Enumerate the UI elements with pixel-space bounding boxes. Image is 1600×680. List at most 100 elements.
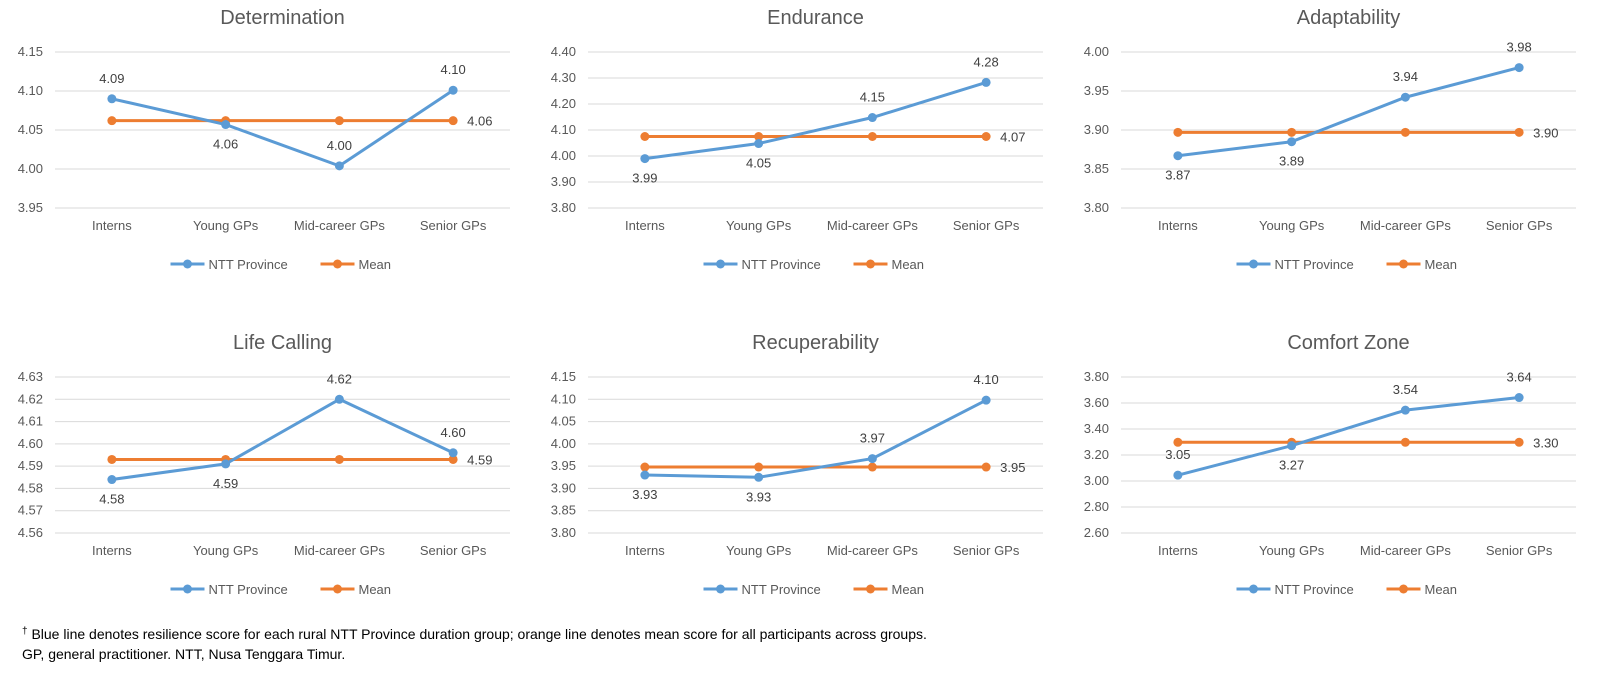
y-tick-label: 4.10 [551,391,576,406]
data-point [640,132,650,141]
legend-marker [866,584,875,594]
y-tick-label: 4.00 [551,148,576,163]
data-point [981,462,991,472]
y-tick-label: 3.80 [551,200,576,215]
x-tick-label: Young GPs [193,218,259,233]
y-tick-label: 4.00 [551,436,576,451]
legend-label: NTT Province [209,257,288,272]
chart-svg: Adaptability 3.80 3.85 3.90 3.95 4.00 Interns Y… [1084,7,1576,272]
y-tick-label: 3.60 [1084,395,1109,410]
data-label: 3.95 [1000,460,1025,475]
y-tick-label: 3.90 [1084,122,1109,137]
dagger-mark: † [22,626,28,637]
data-label: 3.89 [1279,154,1304,169]
x-tick-label: Interns [92,218,132,233]
y-tick-label: 4.62 [18,391,43,406]
chart-panel-recuperability: Recuperability 3.80 3.85 3.90 3.95 4.00 4.05 4.… [533,325,1066,635]
data-point [221,459,231,469]
y-tick-label: 4.15 [551,369,576,384]
x-tick-label: Young GPs [1259,543,1325,558]
chart-grid: Determination 3.95 4.00 4.05 4.10 4.15 Interns… [0,0,1576,597]
legend-marker [716,584,725,594]
y-tick-label: 4.05 [551,414,576,429]
data-point [1400,405,1410,415]
y-tick-label: 3.85 [551,503,576,518]
y-tick-label: 4.10 [18,83,43,98]
x-tick-label: Young GPs [193,543,259,558]
data-point [1514,437,1524,447]
data-label: 4.60 [440,425,465,440]
legend-label: Mean [359,582,392,597]
data-point [867,462,877,472]
series-line-ntt-province [644,398,987,479]
y-tick-label: 4.40 [551,44,576,59]
data-point [754,472,764,482]
data-label: 4.00 [327,138,352,153]
legend-label: Mean [1425,582,1458,597]
data-point [334,116,344,126]
y-tick-label: 4.57 [18,503,43,518]
data-point [334,161,344,171]
legend-marker [716,259,725,269]
data-label: 4.09 [99,71,124,86]
data-point [1287,441,1297,451]
data-point [1400,127,1410,137]
x-tick-label: Interns [92,543,132,558]
data-label: 3.97 [860,431,885,446]
y-tick-label: 3.95 [551,458,576,473]
data-label: 3.64 [1506,370,1531,385]
data-label: 3.05 [1165,447,1190,462]
chart-panel-endurance: Endurance 3.80 3.90 4.00 4.10 4.20 4.30 4.40 Int… [533,0,1066,310]
y-tick-label: 3.95 [18,200,43,215]
data-point [1287,127,1297,137]
x-tick-label: Mid-career GPs [294,543,386,558]
data-label: 4.15 [860,90,885,105]
y-tick-label: 4.56 [18,525,43,540]
data-label: 3.90 [1533,125,1558,140]
data-point [754,132,764,141]
data-point [1287,137,1297,147]
data-label: 3.54 [1393,382,1418,397]
data-point [867,454,877,464]
data-label: 4.62 [327,371,352,386]
chart-svg: Determination 3.95 4.00 4.05 4.10 4.15 Interns… [18,7,510,272]
y-tick-label: 3.40 [1084,421,1109,436]
y-tick-label: 2.60 [1084,525,1109,540]
data-point [981,395,991,405]
data-point [1514,63,1524,73]
data-point [107,94,117,104]
data-point [334,394,344,404]
chart-svg: Comfort Zone 2.60 2.80 3.00 3.20 3.40 3.60 3.80… [1084,332,1576,597]
x-tick-label: Young GPs [726,543,792,558]
x-tick-label: Interns [625,218,665,233]
legend-label: NTT Province [1275,582,1354,597]
chart-title: Life Calling [233,332,332,354]
data-point [448,85,458,95]
footnote-text-1: Blue line denotes resilience score for e… [27,626,927,642]
data-label: 4.58 [99,492,124,507]
data-point [1400,437,1410,447]
series-line-ntt-province [644,80,987,161]
x-tick-label: Senior GPs [420,543,487,558]
y-tick-label: 3.95 [1084,83,1109,98]
legend-marker [333,259,342,269]
chart-panel-comfort-zone: Comfort Zone 2.60 2.80 3.00 3.20 3.40 3.60 3.80… [1066,325,1599,635]
y-tick-label: 3.90 [551,480,576,495]
data-point [640,462,650,472]
data-point [448,454,458,464]
chart-panel-determination: Determination 3.95 4.00 4.05 4.10 4.15 Interns… [0,0,533,310]
y-tick-label: 4.58 [18,480,43,495]
legend-label: NTT Province [1275,257,1354,272]
data-point [1173,437,1183,447]
x-tick-label: Mid-career GPs [294,218,386,233]
legend-marker [183,584,192,594]
data-label: 4.06 [467,114,492,129]
data-point [754,139,764,149]
chart-panel-life-calling: Life Calling 4.56 4.57 4.58 4.59 4.60 4.61 4.62… [0,325,533,635]
x-tick-label: Young GPs [1259,218,1325,233]
data-label: 3.93 [632,487,657,502]
legend-marker [333,584,342,594]
data-point [867,132,877,141]
data-point [107,454,117,464]
y-tick-label: 3.00 [1084,473,1109,488]
